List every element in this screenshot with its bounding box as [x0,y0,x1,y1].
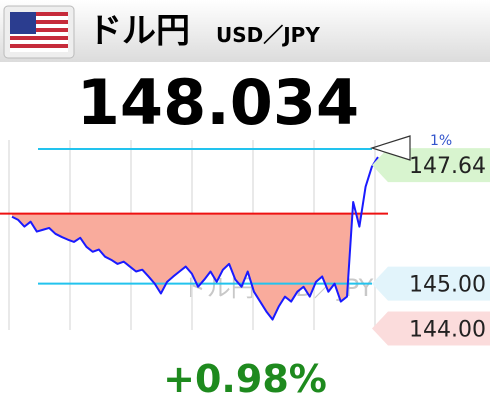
price: 148.034 [77,66,359,139]
y-tick-label: 145.00 [409,273,486,298]
title: ドル円 [88,11,190,51]
change: +0.98% [163,357,327,401]
y-tick-tag [372,311,490,346]
price-line [11,156,379,321]
price-pointer [370,135,411,161]
header-bar [0,0,490,62]
subtitle: USD／JPY [216,23,320,47]
y-tick-label: 144.00 [409,318,486,343]
y-tick-label: 147.64 [409,154,486,179]
ref-label: 1% [430,133,452,149]
flag-icon [3,5,75,59]
plot: 1% 147.64 145.00 144.00 [0,133,490,346]
y-tick-tag [372,266,490,301]
